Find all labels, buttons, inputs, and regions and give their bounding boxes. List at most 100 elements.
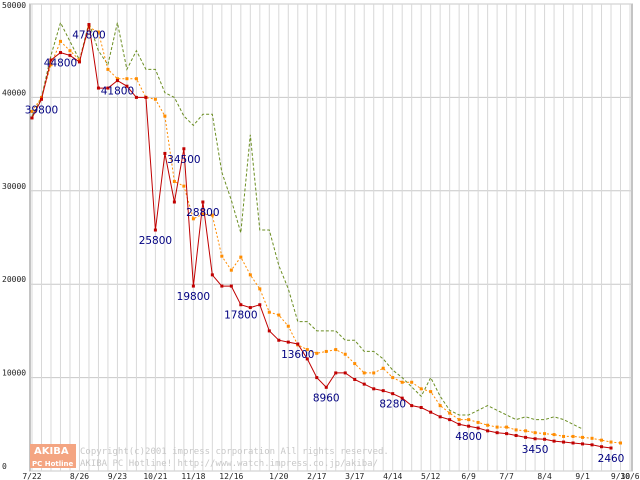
series-point-average — [277, 313, 281, 317]
series-point-average — [514, 428, 518, 432]
data-label: 3450 — [522, 444, 549, 456]
y-tick-label: 40000 — [2, 88, 26, 97]
x-tick-label: 1/20 — [269, 472, 288, 480]
series-point-low — [182, 147, 186, 151]
series-point-low — [96, 86, 100, 90]
series-point-average — [258, 287, 262, 291]
x-tick-label: 10/21 — [143, 472, 167, 480]
credit-text: AKIBA PC Hotline! http://www.watch.impre… — [80, 459, 378, 469]
series-point-average — [153, 97, 157, 101]
series-point-average — [362, 371, 366, 375]
x-axis: 7/22 8/26 9/23 10/21 11/18 12/16 1/20 2/17 3/17 4… — [22, 472, 639, 480]
series-point-average — [239, 255, 243, 259]
series-point-average — [457, 418, 461, 422]
series-point-average — [533, 431, 537, 435]
series-point-low — [58, 51, 62, 55]
series-point-average — [49, 63, 53, 67]
series-point-low — [153, 228, 157, 232]
series-point-low — [486, 429, 490, 433]
series-point-low — [210, 273, 214, 277]
series-point-average — [419, 387, 423, 391]
series-point-average — [429, 390, 433, 394]
series-point-low — [457, 422, 461, 426]
series-point-low — [353, 377, 357, 381]
series-point-low — [543, 437, 547, 441]
series-point-low — [410, 404, 414, 408]
series-point-low — [39, 97, 43, 101]
series-point-average — [267, 310, 271, 314]
series-point-low — [315, 376, 319, 380]
series-point-low — [201, 200, 205, 204]
data-labels: 39800 44800 47800 41800 25800 34500 28800 19800… — [25, 30, 625, 465]
x-tick-label: 11/18 — [181, 472, 205, 480]
y-tick-label: 20000 — [2, 275, 26, 284]
series-point-average — [562, 434, 566, 438]
series-layer — [30, 20, 623, 450]
series-point-average — [248, 273, 252, 277]
series-point-low — [400, 396, 404, 400]
series-point-low — [524, 435, 528, 439]
x-tick-label: 9/23 — [108, 472, 127, 480]
series-line-high — [31, 20, 583, 430]
series-point-low — [229, 284, 233, 288]
grid-lines — [29, 3, 633, 472]
series-point-low — [191, 284, 195, 288]
x-tick-label: 7/22 — [22, 472, 41, 480]
series-point-average — [524, 429, 528, 433]
series-point-low — [514, 434, 518, 438]
series-point-low — [505, 432, 509, 436]
series-line-low — [31, 24, 612, 449]
series-point-low — [362, 382, 366, 386]
series-point-low — [448, 418, 452, 422]
series-point-low — [286, 340, 290, 344]
series-point-low — [134, 95, 138, 99]
series-point-average — [125, 77, 129, 81]
series-point-average — [448, 411, 452, 415]
series-point-average — [410, 380, 414, 384]
logo-top-text: AKIBA — [34, 446, 69, 457]
y-tick-label: 0 — [2, 462, 7, 471]
series-point-low — [144, 95, 148, 99]
x-tick-label: 4/14 — [383, 472, 402, 480]
series-point-average — [334, 348, 338, 352]
series-point-low — [552, 439, 556, 443]
x-tick-label: 8/26 — [70, 472, 89, 480]
series-point-low — [581, 442, 585, 446]
series-point-average — [305, 348, 309, 352]
series-point-average — [609, 440, 613, 444]
data-label: 19800 — [177, 291, 210, 303]
data-label: 34500 — [167, 154, 200, 166]
x-tick-label: 3/17 — [345, 472, 364, 480]
series-point-average — [220, 254, 224, 258]
series-point-average — [571, 434, 575, 438]
series-point-average — [58, 39, 62, 43]
series-point-average — [590, 436, 594, 440]
series-point-low — [533, 437, 537, 441]
series-point-average — [353, 362, 357, 366]
x-tick-label: 9/30 — [611, 472, 630, 480]
series-point-low — [495, 431, 499, 435]
series-point-average — [381, 366, 385, 370]
data-label: 17800 — [224, 310, 257, 322]
series-point-average — [600, 438, 604, 442]
series-point-average — [495, 425, 499, 429]
series-point-low — [30, 116, 34, 120]
series-point-low — [267, 329, 271, 333]
series-point-average — [324, 349, 328, 353]
series-point-average — [182, 184, 186, 188]
series-point-low — [68, 53, 72, 57]
series-point-low — [239, 303, 243, 307]
x-tick-label: 9/1 — [575, 472, 590, 480]
x-tick-label: 10/6 — [620, 472, 639, 480]
y-axis: 0 10000 20000 30000 40000 50000 — [2, 1, 26, 471]
series-point-low — [571, 441, 575, 445]
y-tick-label: 10000 — [2, 369, 26, 378]
series-point-low — [429, 410, 433, 414]
footer-watermark: AKIBA PC Hotline Copyright(c)2001 impres… — [30, 444, 389, 469]
series-point-low — [296, 342, 300, 346]
y-tick-label: 30000 — [2, 182, 26, 191]
series-point-average — [476, 420, 480, 424]
series-point-low — [87, 23, 91, 27]
series-point-low — [172, 200, 176, 204]
series-point-average — [134, 77, 138, 81]
